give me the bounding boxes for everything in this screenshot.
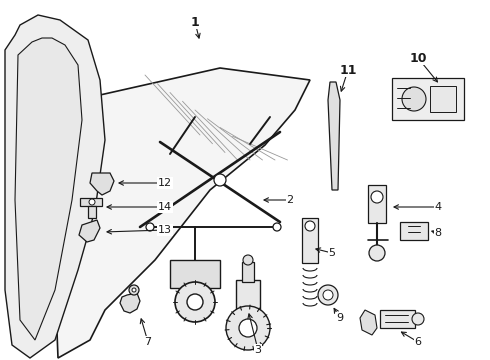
Circle shape — [369, 245, 385, 261]
Bar — [380, 310, 415, 328]
Polygon shape — [360, 310, 377, 335]
Polygon shape — [120, 293, 140, 313]
Text: 8: 8 — [435, 228, 441, 238]
Text: 2: 2 — [287, 195, 294, 205]
Circle shape — [175, 282, 215, 322]
Circle shape — [402, 87, 426, 111]
Text: 7: 7 — [145, 337, 151, 347]
Circle shape — [273, 223, 281, 231]
Text: 3: 3 — [254, 345, 262, 355]
Bar — [242, 262, 254, 282]
Bar — [400, 222, 428, 240]
Bar — [80, 198, 102, 206]
Text: 14: 14 — [158, 202, 172, 212]
Text: 4: 4 — [435, 202, 441, 212]
Bar — [302, 218, 318, 263]
Circle shape — [146, 223, 154, 231]
Circle shape — [214, 174, 226, 186]
Text: 12: 12 — [158, 178, 172, 188]
Text: 10: 10 — [409, 51, 427, 64]
Bar — [392, 78, 464, 120]
Circle shape — [412, 313, 424, 325]
Polygon shape — [90, 173, 114, 195]
Circle shape — [305, 221, 315, 231]
Circle shape — [132, 288, 136, 292]
Bar — [88, 206, 96, 218]
Circle shape — [226, 306, 270, 350]
Bar — [236, 280, 260, 310]
Circle shape — [129, 285, 139, 295]
Text: 6: 6 — [415, 337, 421, 347]
Circle shape — [89, 199, 95, 205]
Bar — [430, 86, 456, 112]
Circle shape — [243, 255, 253, 265]
Polygon shape — [79, 220, 100, 242]
Polygon shape — [328, 82, 340, 190]
Circle shape — [371, 191, 383, 203]
Polygon shape — [5, 15, 105, 358]
Text: 1: 1 — [191, 15, 199, 28]
Polygon shape — [15, 38, 82, 340]
Bar — [368, 185, 386, 223]
Circle shape — [239, 319, 257, 337]
Circle shape — [318, 285, 338, 305]
Polygon shape — [55, 68, 310, 358]
Text: 13: 13 — [158, 225, 172, 235]
Bar — [170, 260, 220, 288]
Circle shape — [187, 294, 203, 310]
Text: 5: 5 — [328, 248, 336, 258]
Circle shape — [323, 290, 333, 300]
Text: 11: 11 — [339, 63, 357, 77]
Text: 9: 9 — [337, 313, 343, 323]
